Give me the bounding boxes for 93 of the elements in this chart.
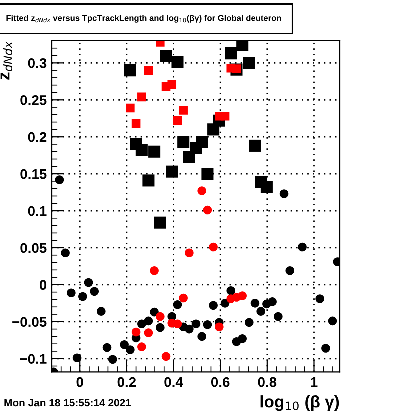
point — [178, 136, 190, 148]
point — [144, 328, 154, 338]
point — [280, 190, 289, 198]
point — [108, 355, 118, 364]
x-tick-label: 0.2 — [118, 377, 136, 388]
point — [185, 248, 194, 258]
point — [156, 312, 165, 322]
point — [154, 216, 166, 229]
point — [138, 342, 146, 352]
text: Mon Jan 18 15:55:14 2021 — [4, 399, 132, 407]
point — [250, 299, 260, 308]
point — [179, 294, 188, 303]
point — [156, 323, 165, 332]
y-tick-label: 0.1 — [28, 206, 47, 216]
point — [316, 294, 324, 304]
point — [150, 266, 159, 276]
point — [226, 286, 236, 296]
point — [90, 287, 100, 296]
y-tick-label: 0.15 — [20, 169, 47, 180]
point — [173, 116, 182, 126]
point — [243, 57, 256, 70]
point — [203, 320, 212, 330]
point — [198, 186, 206, 196]
x-axis-title: log$_{10}$ (β γ) — [260, 396, 340, 412]
point — [185, 324, 194, 334]
x-tick-label: 0 — [76, 377, 84, 388]
point — [203, 206, 212, 215]
point — [160, 50, 172, 63]
point — [220, 112, 230, 121]
point — [202, 168, 214, 180]
x-tick-label: 0.4 — [164, 377, 184, 388]
x-tick-label: 0.6 — [211, 377, 230, 388]
y-tick-label: 0.2 — [28, 132, 47, 142]
point — [322, 344, 330, 353]
point — [144, 316, 154, 326]
point — [144, 66, 154, 75]
point — [84, 278, 94, 288]
point — [172, 56, 184, 68]
point — [328, 316, 338, 326]
point — [126, 104, 135, 113]
point — [78, 292, 88, 302]
point — [138, 320, 146, 329]
point — [238, 334, 247, 344]
point — [274, 312, 283, 322]
x-tick-label: 0.8 — [258, 377, 277, 388]
point — [132, 119, 141, 128]
y-tick-label: −0.1 — [20, 354, 47, 364]
point — [61, 248, 70, 258]
point — [232, 64, 242, 74]
point — [209, 301, 218, 310]
point — [138, 92, 146, 102]
point — [126, 346, 135, 354]
point — [166, 166, 178, 178]
point — [148, 146, 161, 158]
point — [192, 320, 201, 329]
point — [249, 140, 262, 152]
y-tick-label: 0 — [40, 280, 47, 290]
point — [198, 332, 206, 342]
y-tick-label: 0.3 — [28, 58, 47, 68]
point — [102, 343, 112, 352]
point — [120, 340, 129, 350]
point — [215, 322, 224, 332]
y-tick-label: −0.05 — [12, 317, 47, 328]
point — [173, 300, 182, 310]
point — [132, 328, 141, 337]
chart-title: Fitted z$_{dNdx}$ versus TpcTrackLength and log$_{10}$(βγ) for Global deuteron — [6, 15, 282, 23]
point — [236, 40, 249, 52]
point — [260, 181, 273, 194]
y-tick-label: 0.05 — [20, 243, 47, 254]
point — [286, 266, 295, 276]
point — [268, 298, 277, 306]
point — [196, 136, 208, 148]
point — [298, 242, 307, 252]
point — [136, 144, 148, 156]
point — [72, 354, 82, 363]
point — [168, 80, 177, 89]
point — [209, 242, 218, 252]
point — [225, 48, 238, 60]
y-axis-title: z$_{dNdx}$ — [0, 41, 13, 80]
point — [67, 288, 76, 298]
point — [97, 307, 106, 316]
y-tick-label: 0.25 — [20, 95, 47, 106]
point — [179, 106, 188, 115]
point — [220, 299, 230, 308]
point — [55, 176, 64, 184]
point — [124, 64, 136, 77]
point — [238, 292, 247, 300]
point — [150, 308, 159, 317]
x-tick-label: 1 — [311, 378, 318, 388]
point — [244, 318, 254, 328]
point — [256, 307, 266, 316]
point — [162, 352, 171, 362]
point — [142, 174, 155, 187]
